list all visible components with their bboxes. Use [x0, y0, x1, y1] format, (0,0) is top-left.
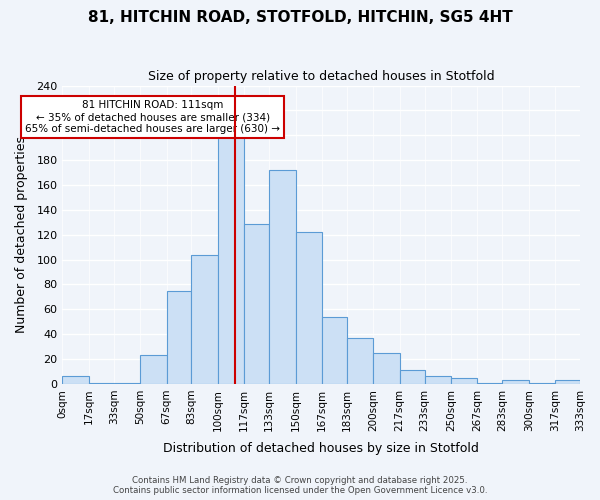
Bar: [114, 382, 140, 384]
Bar: [167, 290, 191, 384]
Bar: [373, 353, 400, 384]
Bar: [89, 382, 114, 384]
Bar: [529, 382, 555, 384]
Bar: [191, 254, 218, 384]
Bar: [322, 317, 347, 384]
Bar: [502, 380, 529, 384]
Bar: [555, 380, 580, 384]
Y-axis label: Number of detached properties: Number of detached properties: [15, 136, 28, 333]
Bar: [347, 338, 373, 384]
Text: 81, HITCHIN ROAD, STOTFOLD, HITCHIN, SG5 4HT: 81, HITCHIN ROAD, STOTFOLD, HITCHIN, SG5…: [88, 10, 512, 25]
Text: Contains HM Land Registry data © Crown copyright and database right 2025.
Contai: Contains HM Land Registry data © Crown c…: [113, 476, 487, 495]
Bar: [400, 370, 425, 384]
Bar: [218, 136, 244, 384]
Bar: [296, 232, 322, 384]
Bar: [425, 376, 451, 384]
Bar: [244, 224, 269, 384]
Bar: [140, 356, 167, 384]
Text: 81 HITCHIN ROAD: 111sqm
← 35% of detached houses are smaller (334)
65% of semi-d: 81 HITCHIN ROAD: 111sqm ← 35% of detache…: [25, 100, 280, 134]
X-axis label: Distribution of detached houses by size in Stotfold: Distribution of detached houses by size …: [163, 442, 479, 455]
Bar: [269, 170, 296, 384]
Title: Size of property relative to detached houses in Stotfold: Size of property relative to detached ho…: [148, 70, 494, 83]
Bar: [62, 376, 89, 384]
Bar: [451, 378, 478, 384]
Bar: [478, 382, 502, 384]
